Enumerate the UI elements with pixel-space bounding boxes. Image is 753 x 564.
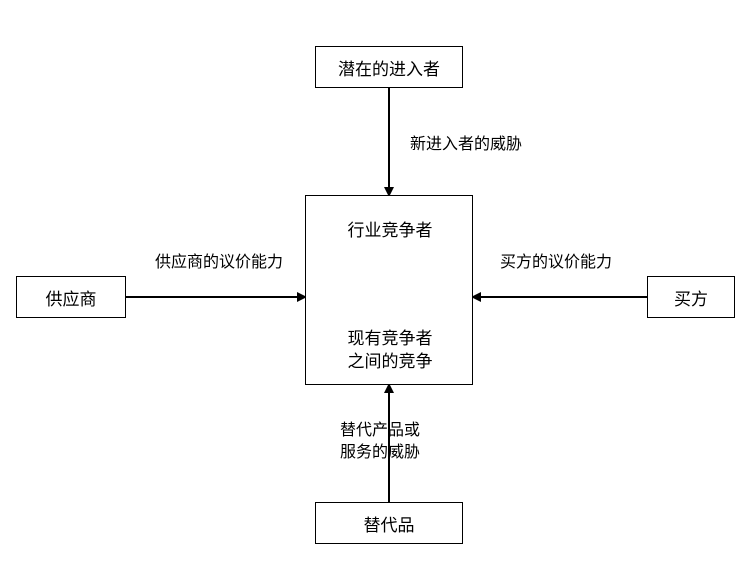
- node-buyers: 买方: [647, 276, 735, 318]
- center-subtitle: 现有竞争者之间的竞争: [306, 328, 474, 374]
- node-label: 替代品: [364, 511, 415, 536]
- edge-label-buyer-power: 买方的议价能力: [500, 252, 612, 274]
- node-label: 买方: [674, 285, 708, 310]
- node-industry-rivalry: 行业竞争者 现有竞争者之间的竞争: [305, 195, 473, 385]
- node-suppliers: 供应商: [16, 276, 126, 318]
- node-substitutes: 替代品: [315, 502, 463, 544]
- node-potential-entrants: 潜在的进入者: [315, 46, 463, 88]
- center-title: 行业竞争者: [306, 216, 474, 241]
- edge-label-new-entrants: 新进入者的威胁: [410, 134, 522, 156]
- edge-label-substitutes: 替代产品或服务的威胁: [340, 420, 420, 463]
- edge-label-supplier-power: 供应商的议价能力: [155, 252, 283, 274]
- node-label: 供应商: [46, 285, 97, 310]
- node-label: 潜在的进入者: [338, 55, 440, 80]
- five-forces-diagram: 潜在的进入者 供应商 买方 替代品 行业竞争者 现有竞争者之间的竞争 新进入者的…: [0, 0, 753, 564]
